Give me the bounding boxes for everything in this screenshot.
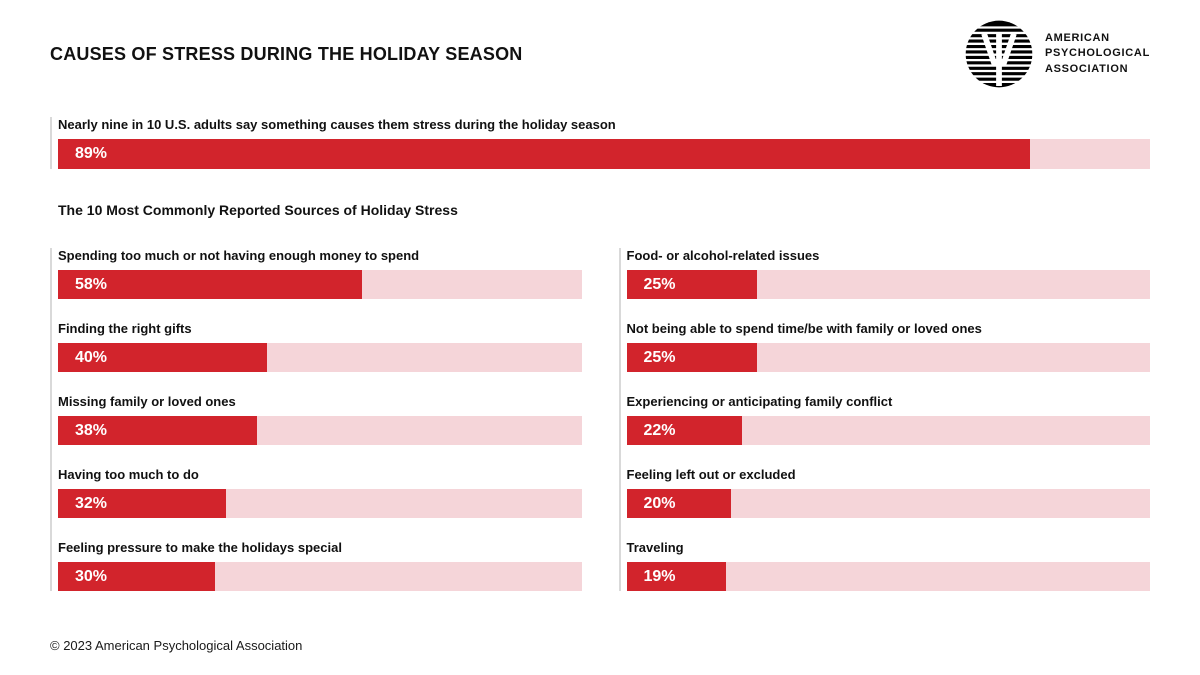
bar-row-label: Finding the right gifts (58, 321, 192, 336)
hero-bar-fill: 89% (58, 139, 1030, 169)
right-column: Food- or alcohol-related issues 25% Not … (618, 248, 1150, 591)
bar-fill: 58% (58, 270, 362, 299)
header: CAUSES OF STRESS DURING THE HOLIDAY SEAS… (50, 0, 1150, 88)
bar-value: 38% (75, 421, 108, 439)
bar-value: 30% (75, 567, 108, 585)
bar-row: Experiencing or anticipating family conf… (626, 394, 1150, 445)
bar-track: 20% (626, 489, 1150, 518)
org-name: AMERICAN PSYCHOLOGICAL ASSOCIATION (1045, 31, 1150, 77)
bar-fill: 30% (58, 562, 216, 591)
bar-value: 32% (75, 494, 108, 512)
bar-row: Finding the right gifts 40% (58, 321, 582, 372)
bar-row-label: Feeling left out or excluded (626, 467, 796, 482)
bar-row: Not being able to spend time/be with fam… (626, 321, 1150, 372)
footer-copyright: © 2023 American Psychological Associatio… (50, 638, 303, 653)
bar-row-label: Experiencing or anticipating family conf… (626, 394, 893, 409)
bar-track: 19% (626, 562, 1150, 591)
bar-value: 22% (643, 421, 676, 439)
bar-row-label: Having too much to do (58, 467, 199, 482)
bar-row: Feeling left out or excluded 20% (626, 467, 1150, 518)
bar-track: 25% (626, 270, 1150, 299)
bar-track: 25% (626, 343, 1150, 372)
bar-row-label: Feeling pressure to make the holidays sp… (58, 540, 342, 555)
hero-stat: Nearly nine in 10 U.S. adults say someth… (50, 117, 1150, 169)
bar-row-label: Not being able to spend time/be with fam… (626, 321, 982, 336)
hero-bar-track: 89% (58, 139, 1150, 169)
bar-track: 38% (58, 416, 582, 445)
hero-label: Nearly nine in 10 U.S. adults say someth… (58, 117, 616, 132)
bar-row: Feeling pressure to make the holidays sp… (58, 540, 582, 591)
bar-track: 40% (58, 343, 582, 372)
bar-row-label: Missing family or loved ones (58, 394, 236, 409)
bar-row-label: Spending too much or not having enough m… (58, 248, 420, 263)
bar-track: 58% (58, 270, 582, 299)
bar-row: Having too much to do 32% (58, 467, 582, 518)
bar-track: 32% (58, 489, 582, 518)
bar-row: Traveling 19% (626, 540, 1150, 591)
bar-fill: 40% (58, 343, 268, 372)
bar-row: Missing family or loved ones 38% (58, 394, 582, 445)
bar-value: 20% (643, 494, 676, 512)
bar-fill: 20% (626, 489, 732, 518)
org-name-line: ASSOCIATION (1044, 62, 1129, 75)
org-name-line: AMERICAN (1044, 31, 1110, 44)
bar-fill: 25% (626, 270, 758, 299)
bar-fill: 22% (626, 416, 742, 445)
bar-fill: 32% (58, 489, 226, 518)
bar-fill: 19% (626, 562, 726, 591)
bar-row: Food- or alcohol-related issues 25% (626, 248, 1150, 299)
apa-psi-circle-icon (964, 20, 1033, 88)
org-name-line: PSYCHOLOGICAL (1044, 47, 1150, 60)
bar-row-label: Food- or alcohol-related issues (626, 248, 820, 263)
stress-sources-chart: Spending too much or not having enough m… (50, 248, 1150, 591)
bar-track: 30% (58, 562, 582, 591)
hero-bar-value: 89% (75, 145, 108, 162)
bar-fill: 25% (626, 343, 758, 372)
bar-row-label: Traveling (626, 540, 684, 555)
bar-fill: 38% (58, 416, 257, 445)
bar-value: 25% (643, 275, 676, 293)
page-title: CAUSES OF STRESS DURING THE HOLIDAY SEAS… (50, 44, 523, 64)
bar-value: 25% (643, 348, 676, 366)
left-column: Spending too much or not having enough m… (50, 248, 582, 591)
bar-row: Spending too much or not having enough m… (58, 248, 582, 299)
apa-logo: AMERICAN PSYCHOLOGICAL ASSOCIATION (964, 20, 1150, 88)
bar-value: 40% (75, 348, 108, 366)
bar-track: 22% (626, 416, 1150, 445)
bar-value: 58% (75, 275, 108, 293)
section-subtitle: The 10 Most Commonly Reported Sources of… (58, 202, 458, 218)
bar-value: 19% (643, 567, 676, 585)
